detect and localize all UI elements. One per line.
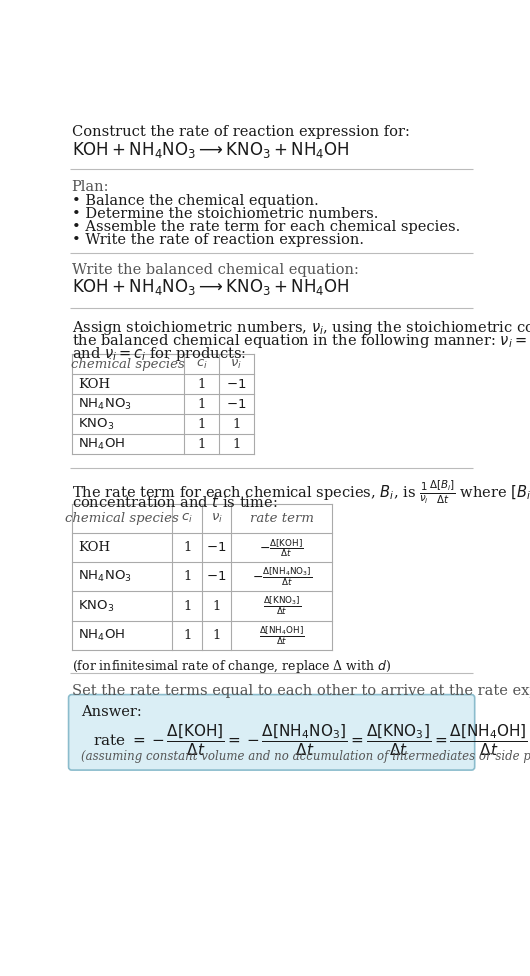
Text: 1: 1 [232, 438, 241, 451]
Text: • Balance the chemical equation.: • Balance the chemical equation. [72, 194, 319, 208]
Text: $\mathrm{NH_4NO_3}$: $\mathrm{NH_4NO_3}$ [78, 397, 132, 412]
Text: 1: 1 [232, 418, 241, 430]
Text: 1: 1 [197, 418, 206, 430]
Text: $-1$: $-1$ [206, 541, 227, 554]
Text: 1: 1 [197, 398, 206, 411]
Text: $-1$: $-1$ [226, 398, 246, 411]
Text: 1: 1 [183, 541, 191, 554]
Text: (assuming constant volume and no accumulation of intermediates or side products): (assuming constant volume and no accumul… [81, 751, 530, 763]
Text: Set the rate terms equal to each other to arrive at the rate expression:: Set the rate terms equal to each other t… [72, 684, 530, 698]
Text: Answer:: Answer: [81, 706, 142, 719]
FancyBboxPatch shape [68, 695, 475, 770]
Text: (for infinitesimal rate of change, replace Δ with $d$): (for infinitesimal rate of change, repla… [72, 658, 391, 674]
Text: 1: 1 [183, 599, 191, 613]
Text: Construct the rate of reaction expression for:: Construct the rate of reaction expressio… [72, 125, 410, 139]
Text: rate term: rate term [250, 511, 314, 525]
Text: 1: 1 [183, 629, 191, 642]
Text: $\nu_i$: $\nu_i$ [210, 511, 223, 525]
Text: $\mathrm{KNO_3}$: $\mathrm{KNO_3}$ [78, 417, 114, 432]
Text: 1: 1 [183, 570, 191, 584]
Text: the balanced chemical equation in the following manner: $\nu_i = -c_i$ for react: the balanced chemical equation in the fo… [72, 332, 530, 350]
Text: chemical species: chemical species [65, 511, 179, 525]
Text: $-1$: $-1$ [226, 378, 246, 390]
Text: The rate term for each chemical species, $B_i$, is $\frac{1}{\nu_i}\frac{\Delta[: The rate term for each chemical species,… [72, 479, 530, 507]
Text: rate $= -\dfrac{\Delta[\mathrm{KOH}]}{\Delta t} = -\dfrac{\Delta[\mathrm{NH_4NO_: rate $= -\dfrac{\Delta[\mathrm{KOH}]}{\D… [93, 722, 528, 758]
Text: $-1$: $-1$ [206, 570, 227, 584]
Text: 1: 1 [197, 378, 206, 390]
Text: 1: 1 [197, 438, 206, 451]
Text: Write the balanced chemical equation:: Write the balanced chemical equation: [72, 264, 359, 277]
Text: $\mathrm{KOH + NH_4NO_3 \longrightarrow KNO_3 + NH_4OH}$: $\mathrm{KOH + NH_4NO_3 \longrightarrow … [72, 277, 349, 298]
Text: Assign stoichiometric numbers, $\nu_i$, using the stoichiometric coefficients, $: Assign stoichiometric numbers, $\nu_i$, … [72, 319, 530, 337]
Text: $c_i$: $c_i$ [196, 358, 207, 371]
Text: $-\frac{\Delta[\mathrm{NH_4NO_3}]}{\Delta t}$: $-\frac{\Delta[\mathrm{NH_4NO_3}]}{\Delt… [252, 565, 312, 589]
Text: • Write the rate of reaction expression.: • Write the rate of reaction expression. [72, 233, 364, 247]
Text: $\mathrm{NH_4NO_3}$: $\mathrm{NH_4NO_3}$ [78, 569, 132, 585]
Text: $\frac{\Delta[\mathrm{NH_4OH}]}{\Delta t}$: $\frac{\Delta[\mathrm{NH_4OH}]}{\Delta t… [259, 624, 305, 647]
Text: 1: 1 [213, 629, 221, 642]
Text: $\mathrm{KNO_3}$: $\mathrm{KNO_3}$ [78, 598, 114, 614]
Text: • Assemble the rate term for each chemical species.: • Assemble the rate term for each chemic… [72, 221, 460, 234]
Text: $\mathrm{KOH + NH_4NO_3 \longrightarrow KNO_3 + NH_4OH}$: $\mathrm{KOH + NH_4NO_3 \longrightarrow … [72, 141, 349, 160]
Text: concentration and $t$ is time:: concentration and $t$ is time: [72, 495, 277, 510]
Text: and $\nu_i = c_i$ for products:: and $\nu_i = c_i$ for products: [72, 346, 246, 363]
Text: $\nu_i$: $\nu_i$ [231, 358, 242, 371]
Text: KOH: KOH [78, 378, 110, 390]
Text: Plan:: Plan: [72, 181, 109, 194]
Text: $c_i$: $c_i$ [181, 511, 193, 525]
Text: $\mathrm{NH_4OH}$: $\mathrm{NH_4OH}$ [78, 437, 125, 452]
Text: $\mathrm{NH_4OH}$: $\mathrm{NH_4OH}$ [78, 628, 125, 643]
Text: $\frac{\Delta[\mathrm{KNO_3}]}{\Delta t}$: $\frac{\Delta[\mathrm{KNO_3}]}{\Delta t}… [262, 594, 301, 618]
Text: 1: 1 [213, 599, 221, 613]
Text: $-\frac{\Delta[\mathrm{KOH}]}{\Delta t}$: $-\frac{\Delta[\mathrm{KOH}]}{\Delta t}$ [260, 537, 304, 558]
Text: • Determine the stoichiometric numbers.: • Determine the stoichiometric numbers. [72, 207, 378, 222]
Text: KOH: KOH [78, 541, 110, 554]
Text: chemical species: chemical species [71, 358, 185, 371]
